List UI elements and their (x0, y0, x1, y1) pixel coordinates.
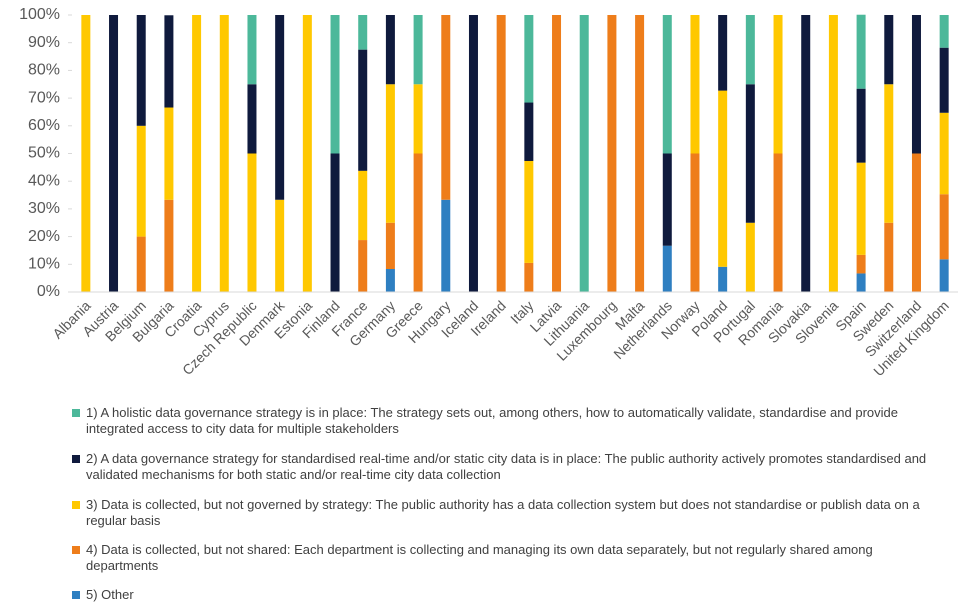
legend-swatch (72, 409, 80, 417)
bar-segment (939, 112, 949, 195)
bar-segment (856, 273, 866, 292)
bar-segment (496, 15, 506, 292)
bar-segment (911, 153, 921, 292)
bar-segment (939, 47, 949, 113)
bar-segment (385, 15, 395, 85)
bar-segment (275, 15, 285, 200)
legend-swatch (72, 546, 80, 554)
y-tick-label: 10% (28, 256, 60, 273)
bar-segment (413, 84, 423, 154)
bar-segment (385, 84, 395, 223)
bar-segment (413, 153, 423, 292)
bar-segment (358, 170, 368, 241)
bar-segment (109, 15, 119, 292)
legend-label: 3) Data is collected, but not governed b… (86, 497, 920, 528)
legend-item: 4) Data is collected, but not shared: Ea… (72, 542, 932, 574)
bar-segment (136, 125, 146, 237)
bar-segment (939, 194, 949, 260)
y-tick-label: 0% (37, 283, 60, 300)
bar-segment (801, 15, 811, 292)
legend-item: 1) A holistic data governance strategy i… (72, 405, 932, 437)
bar-segment (690, 153, 700, 292)
bar-segment (690, 15, 700, 154)
bar-segment (164, 199, 174, 292)
bar-segment (718, 266, 728, 292)
y-tick-label: 80% (28, 62, 60, 79)
bar-segment (136, 15, 146, 126)
bar-segment (635, 15, 645, 292)
bar-segment (358, 49, 368, 171)
y-tick-label: 30% (28, 200, 60, 217)
legend-item: 2) A data governance strategy for standa… (72, 451, 932, 483)
y-tick-label: 70% (28, 89, 60, 106)
y-tick-label: 60% (28, 117, 60, 134)
bar-segment (884, 15, 894, 85)
bar-segment (441, 199, 451, 292)
legend-swatch (72, 591, 80, 599)
bar-segment (385, 269, 395, 292)
bar-segment (192, 15, 202, 292)
bar-segment (911, 15, 921, 154)
legend-swatch (72, 501, 80, 509)
bar-segment (524, 15, 534, 103)
bar-segment (468, 15, 478, 292)
bar-segment (745, 15, 755, 85)
legend-label: 1) A holistic data governance strategy i… (86, 405, 898, 436)
bar-segment (330, 15, 340, 154)
bar-segment (607, 15, 617, 292)
bar-segment (441, 15, 451, 200)
bar-segment (219, 15, 229, 292)
bar-segment (773, 153, 783, 292)
legend-label: 5) Other (86, 587, 134, 602)
bar-segment (413, 15, 423, 85)
bar-segment (302, 15, 312, 292)
y-tick-label: 50% (28, 145, 60, 162)
bar-segment (524, 160, 534, 263)
legend-item: 5) Other (72, 587, 932, 603)
bar-segment (718, 90, 728, 267)
bar-segment (247, 153, 257, 292)
bar-segment (828, 15, 838, 292)
bar-segment (358, 240, 368, 292)
bar-segment (662, 153, 672, 246)
legend-label: 4) Data is collected, but not shared: Ea… (86, 542, 873, 573)
y-tick-label: 90% (28, 34, 60, 51)
bar-segment (164, 15, 174, 108)
y-tick-label: 100% (19, 6, 60, 23)
bar-segment (247, 84, 257, 154)
bar-segment (884, 222, 894, 292)
bar-segment (579, 15, 589, 292)
bar-segment (247, 15, 257, 85)
bar-segment (856, 88, 866, 163)
bar-segment (856, 14, 866, 89)
bar-segment (939, 15, 949, 48)
bar-segment (856, 254, 866, 274)
bar-segment (856, 162, 866, 255)
bar-segment (524, 102, 534, 161)
legend-label: 2) A data governance strategy for standa… (86, 451, 927, 482)
y-tick-label: 40% (28, 172, 60, 189)
bar-segment (939, 259, 949, 292)
bar-segment (662, 15, 672, 154)
bar-segment (552, 15, 562, 292)
bar-segment (745, 222, 755, 292)
bar-segment (358, 15, 368, 50)
bar-segment (745, 84, 755, 223)
bar-segment (136, 236, 146, 292)
legend-item: 3) Data is collected, but not governed b… (72, 497, 932, 529)
bar-segment (330, 153, 340, 292)
bar-segment (275, 199, 285, 292)
bar-segment (884, 84, 894, 223)
bar-segment (718, 15, 728, 91)
bar-segment (662, 245, 672, 292)
bar-segment (524, 262, 534, 292)
bar-segment (164, 107, 174, 200)
legend-swatch (72, 455, 80, 463)
bar-segment (385, 222, 395, 270)
bar-segment (81, 15, 91, 292)
bar-segment (773, 15, 783, 154)
y-tick-label: 20% (28, 228, 60, 245)
